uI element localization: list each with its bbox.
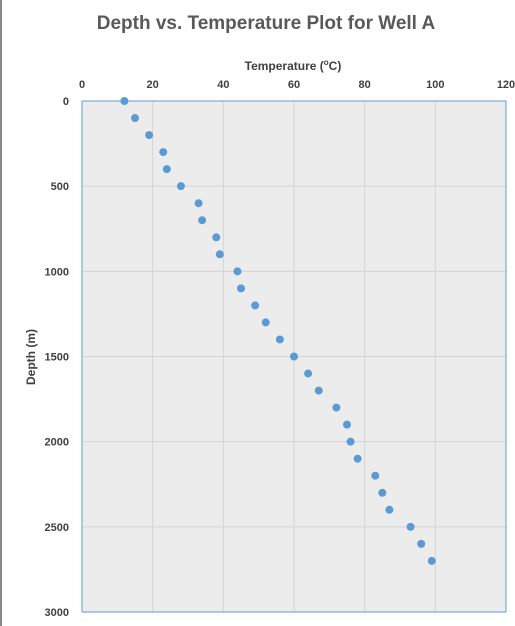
- data-point: [159, 148, 168, 157]
- data-point: [176, 182, 185, 191]
- y-tick-label: 0: [63, 96, 69, 108]
- y-tick-label: 500: [51, 181, 69, 193]
- data-point: [353, 454, 362, 463]
- data-point: [233, 267, 242, 276]
- chart-title: Depth vs. Temperature Plot for Well A: [97, 13, 436, 34]
- y-tick-label: 2000: [45, 437, 69, 449]
- data-point: [145, 131, 154, 140]
- data-point: [332, 403, 341, 412]
- data-point: [162, 165, 171, 174]
- data-point: [120, 97, 129, 105]
- data-point: [406, 522, 415, 531]
- x-tick-label: 100: [426, 79, 444, 91]
- data-point: [261, 318, 270, 327]
- y-tick-label: 1000: [45, 266, 69, 278]
- x-tick-label: 60: [288, 79, 300, 91]
- x-tick-label: 120: [497, 79, 515, 91]
- y-tick-label: 1500: [45, 352, 69, 364]
- y-axis-title: Depth (m): [24, 329, 38, 385]
- plot-area: 0 20 40 60 80 100 120 0 500 1000 1500 2000 2500 3000: [45, 79, 515, 619]
- data-point: [237, 284, 245, 293]
- data-point: [251, 301, 260, 310]
- x-tick-label: 0: [79, 79, 85, 91]
- y-tick-label: 3000: [45, 607, 69, 619]
- data-point: [371, 471, 380, 480]
- x-axis-title: Temperature (oC): [245, 58, 342, 73]
- data-point: [314, 386, 323, 395]
- data-point: [427, 556, 436, 565]
- x-tick-label: 20: [147, 79, 159, 91]
- data-point: [215, 250, 224, 259]
- x-axis-title-main: Temperature (: [245, 59, 324, 73]
- y-tick-label: 2500: [45, 522, 69, 534]
- x-axis-title-unit: C): [329, 59, 342, 73]
- data-point: [378, 488, 387, 497]
- data-point: [131, 114, 139, 123]
- data-point: [194, 199, 203, 208]
- x-tick-label: 80: [359, 79, 371, 91]
- data-point: [212, 233, 221, 242]
- data-point: [275, 335, 284, 344]
- x-tick-label: 40: [217, 79, 229, 91]
- data-point: [290, 352, 298, 361]
- data-point: [417, 539, 426, 548]
- data-point: [385, 505, 394, 514]
- x-axis-title-superscript: o: [324, 58, 329, 67]
- data-point: [304, 369, 313, 378]
- data-point: [198, 216, 207, 225]
- data-point: [346, 437, 355, 446]
- data-point: [343, 420, 351, 429]
